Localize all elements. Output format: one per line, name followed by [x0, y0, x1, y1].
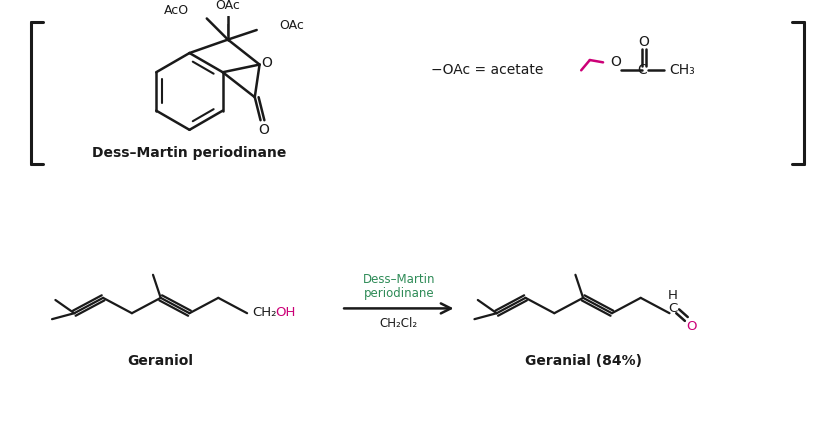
Text: H: H: [667, 289, 677, 303]
Text: O: O: [638, 34, 649, 48]
Text: AcO: AcO: [164, 4, 190, 17]
Text: C: C: [668, 302, 677, 315]
Text: OH: OH: [275, 306, 296, 319]
Text: −OAc = acetate: −OAc = acetate: [431, 63, 544, 77]
Text: Geraniol: Geraniol: [128, 354, 194, 368]
Text: C: C: [638, 63, 647, 77]
Text: I: I: [225, 24, 230, 40]
Text: O: O: [258, 123, 269, 137]
Text: O: O: [261, 56, 271, 70]
Text: Dess–Martin: Dess–Martin: [362, 273, 435, 286]
Text: O: O: [686, 320, 697, 333]
Text: Dess–Martin periodinane: Dess–Martin periodinane: [93, 146, 286, 160]
Text: CH₂: CH₂: [252, 306, 276, 319]
Text: OAc: OAc: [215, 0, 240, 12]
Text: O: O: [610, 55, 621, 69]
Text: CH₂Cl₂: CH₂Cl₂: [380, 317, 418, 330]
Text: CH₃: CH₃: [670, 63, 695, 77]
Text: periodinane: periodinane: [363, 286, 434, 300]
Text: Geranial (84%): Geranial (84%): [524, 354, 641, 368]
Text: OAc: OAc: [280, 19, 305, 32]
